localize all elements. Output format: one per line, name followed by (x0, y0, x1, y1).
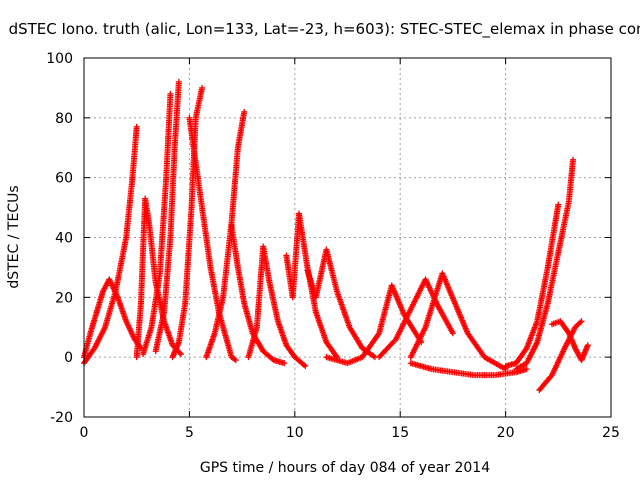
series-pass-9 (228, 222, 288, 367)
series-pass-6 (169, 84, 206, 361)
data-point (199, 84, 206, 91)
chart-title: dSTEC Iono. truth (alic, Lon=133, Lat=-2… (9, 20, 640, 39)
y-tick-label: 40 (55, 231, 73, 247)
series-pass-12 (304, 246, 378, 361)
x-tick-label: 0 (80, 425, 89, 441)
series-pass-1 (81, 276, 144, 361)
series-pass-18 (513, 156, 577, 373)
series-pass-20 (548, 318, 591, 364)
y-axis-label: dSTEC / TECUs (6, 185, 22, 288)
data-point (175, 78, 182, 85)
data-point (176, 349, 183, 356)
data-point (449, 330, 456, 337)
series-pass-14 (376, 276, 456, 361)
x-tick-label: 10 (286, 425, 304, 441)
data-point (281, 360, 288, 367)
series-pass-15 (407, 270, 509, 373)
y-tick-label: 20 (55, 290, 73, 306)
series-pass-19 (536, 318, 585, 394)
series-pass-2 (81, 123, 140, 367)
data-point (555, 201, 562, 208)
data-point (577, 319, 584, 326)
series-pass-3 (133, 195, 184, 361)
x-tick-label: 20 (497, 425, 515, 441)
data-point (523, 366, 530, 373)
x-tick-label: 5 (185, 425, 194, 441)
data-point (584, 342, 591, 349)
ticks: 0 5 10 15 20 25 -20 0 20 40 60 80 100 (46, 51, 620, 441)
data-point (232, 357, 239, 364)
y-tick-label: 60 (55, 171, 73, 187)
data-point (302, 363, 309, 370)
series-pass-8 (203, 108, 248, 361)
x-tick-label: 15 (391, 425, 409, 441)
y-tick-label: -20 (50, 410, 73, 426)
y-tick-label: 80 (55, 111, 73, 127)
data-point (133, 123, 140, 130)
y-tick-label: 0 (64, 350, 73, 366)
series-pass-5 (152, 78, 182, 355)
series-pass-10 (245, 243, 309, 370)
series-pass-16 (407, 360, 530, 379)
data-point (578, 318, 585, 325)
data-points (81, 78, 591, 394)
x-tick-label: 25 (602, 425, 620, 441)
series-pass-4 (140, 90, 174, 358)
plot-frame (83, 57, 612, 418)
y-tick-label: 100 (46, 51, 73, 67)
series-pass-17 (502, 201, 562, 370)
x-axis-label: GPS time / hours of day 084 of year 2014 (200, 460, 490, 476)
data-point (570, 156, 577, 163)
data-point (241, 108, 248, 115)
data-point (177, 351, 184, 358)
data-point (301, 362, 308, 369)
data-point (167, 90, 174, 97)
